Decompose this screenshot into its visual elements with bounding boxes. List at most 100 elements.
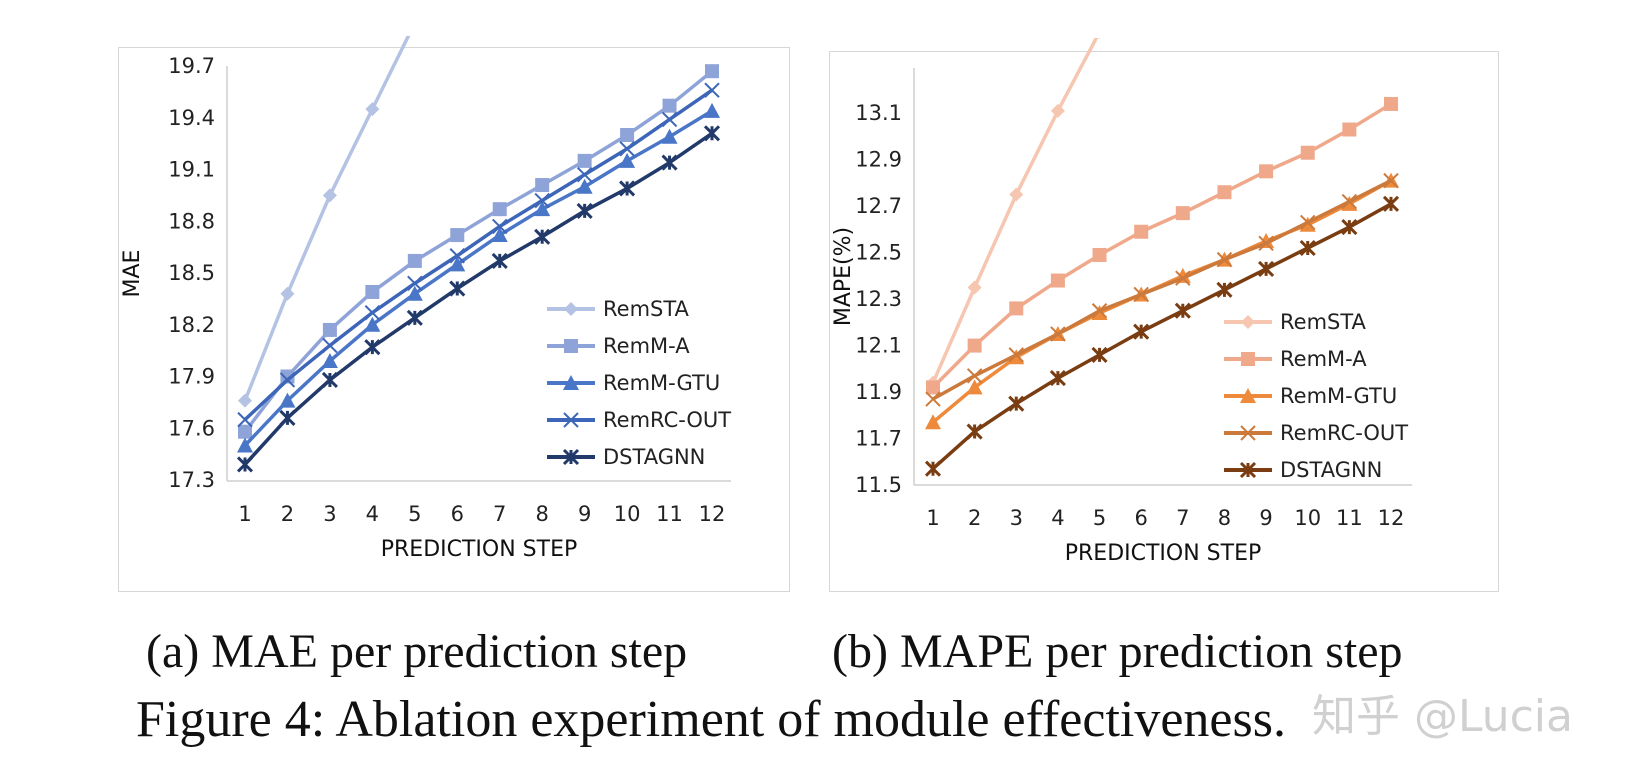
legend-item-remm-a: RemM-A — [1224, 347, 1367, 371]
mae-point-remrc-out — [279, 372, 296, 388]
y-tick-label: 17.9 — [168, 365, 215, 389]
mae-point-remrc-out — [661, 111, 678, 128]
mape-point-dstagnn — [1258, 260, 1275, 277]
x-tick-label: 8 — [535, 502, 548, 526]
mape-point-remm-a — [1384, 96, 1398, 111]
legend-marker-diamond — [1241, 315, 1255, 329]
x-tick-label: 2 — [968, 506, 981, 530]
mape-point-remm-a — [926, 380, 940, 395]
legend-marker-star — [1239, 461, 1257, 479]
plot-area — [924, 38, 1400, 477]
mape-point-remsta — [1050, 103, 1065, 118]
mape-point-remrc-out — [966, 368, 983, 384]
mae-point-dstagnn — [576, 202, 593, 219]
y-axis-title: MAE — [120, 250, 145, 298]
legend-label: RemM-GTU — [1280, 384, 1397, 408]
mae-point-remm-a — [535, 178, 550, 193]
mape-point-remm-a — [967, 338, 982, 353]
mape-series-line-remrc-out — [932, 179, 1392, 401]
mape-point-remrc-out — [1258, 235, 1274, 252]
mape-point-dstagnn — [1174, 302, 1191, 319]
subcaption-a: (a) MAE per prediction step — [146, 625, 688, 678]
x-tick-label: 6 — [451, 502, 464, 526]
legend-item-dstagnn: DSTAGNN — [547, 445, 705, 469]
mape-point-dstagnn — [924, 460, 942, 477]
mae-point-remm-gtu — [704, 102, 720, 118]
mape-point-remm-a — [1050, 273, 1065, 288]
mape-series-line-remm-a — [931, 102, 1392, 389]
x-tick-label: 9 — [578, 502, 591, 526]
y-tick-label: 18.8 — [168, 209, 215, 233]
mape-point-remm-gtu — [925, 414, 941, 430]
mape-point-dstagnn — [1091, 346, 1108, 363]
legend-marker-square — [564, 339, 578, 353]
x-tick-label: 7 — [1176, 506, 1189, 530]
x-tick-label: 5 — [408, 502, 421, 526]
mape-point-remsta — [1098, 38, 1101, 39]
mae-point-remrc-out — [576, 166, 593, 183]
mae-point-remrc-out — [449, 248, 465, 264]
legend-label: RemSTA — [603, 297, 690, 321]
mae-point-remsta — [238, 393, 252, 408]
mape-point-remm-a — [1009, 301, 1024, 316]
subcaption-b: (b) MAPE per prediction step — [832, 625, 1403, 678]
legend-marker-triangle — [563, 375, 579, 390]
x-tick-label: 2 — [281, 502, 294, 526]
legend-label: RemM-A — [603, 334, 690, 358]
mae-point-remm-gtu — [406, 285, 423, 301]
mae-point-remm-a — [407, 253, 422, 268]
mape-point-dstagnn — [1299, 239, 1316, 257]
x-axis-title: PREDICTION STEP — [381, 537, 578, 562]
figure-caption: Figure 4: Ablation experiment of module … — [136, 691, 1286, 748]
legend-item-remsta: RemSTA — [1224, 310, 1367, 334]
mape-point-remm-a — [1342, 122, 1357, 137]
x-tick-label: 9 — [1259, 506, 1272, 530]
x-tick-label: 1 — [238, 502, 251, 526]
mae-point-remsta — [280, 286, 295, 301]
x-tick-label: 6 — [1134, 506, 1147, 530]
legend-marker-diamond — [564, 302, 578, 316]
legend-marker-triangle — [1240, 388, 1256, 403]
mae-point-remrc-out — [492, 218, 508, 235]
legend-label: RemRC-OUT — [603, 408, 731, 432]
legend-label: DSTAGNN — [603, 445, 705, 469]
mape-point-remm-a — [1175, 206, 1190, 221]
mae-point-remm-a — [577, 153, 592, 168]
legend-label: RemRC-OUT — [1280, 421, 1408, 445]
mape-point-dstagnn — [1216, 281, 1233, 298]
y-tick-label: 12.7 — [855, 194, 902, 218]
x-tick-label: 7 — [493, 502, 506, 526]
mae-point-remrc-out — [407, 275, 423, 292]
mape-point-remm-a — [1092, 247, 1107, 262]
x-tick-label: 8 — [1218, 506, 1231, 530]
mae-series-line-remm-a — [243, 69, 714, 433]
legend-label: RemM-GTU — [603, 371, 720, 395]
legend-marker-x — [1240, 425, 1256, 441]
mae-point-remsta — [408, 16, 422, 30]
legend-item-remrc-out: RemRC-OUT — [547, 408, 731, 432]
x-tick-label: 4 — [366, 502, 379, 526]
legend-item-remm-gtu: RemM-GTU — [1224, 384, 1397, 408]
y-tick-label: 11.7 — [855, 427, 902, 451]
mae-point-remm-a — [492, 202, 507, 217]
mae-point-dstagnn — [534, 228, 551, 245]
legend-label: DSTAGNN — [1280, 458, 1382, 482]
mae-point-remm-gtu — [279, 392, 296, 408]
mape-point-remm-a — [1259, 164, 1274, 179]
x-tick-label: 4 — [1051, 506, 1064, 530]
mape-point-remsta — [967, 280, 982, 295]
mae-point-remrc-out — [534, 192, 550, 209]
mae-point-remrc-out — [322, 337, 338, 354]
mape-point-remrc-out — [1091, 303, 1108, 319]
x-tick-label: 5 — [1093, 506, 1106, 530]
mape-point-dstagnn — [1008, 395, 1025, 412]
mape-point-dstagnn — [1133, 323, 1150, 340]
mae-point-remm-gtu — [661, 128, 678, 144]
legend-item-remm-gtu: RemM-GTU — [547, 371, 720, 395]
mae-point-remrc-out — [619, 141, 635, 157]
mae-point-remsta — [365, 102, 380, 117]
legend-item-remsta: RemSTA — [547, 297, 690, 321]
mae-point-dstagnn — [406, 309, 423, 326]
y-tick-label: 18.5 — [168, 261, 215, 285]
x-tick-label: 10 — [614, 502, 641, 526]
